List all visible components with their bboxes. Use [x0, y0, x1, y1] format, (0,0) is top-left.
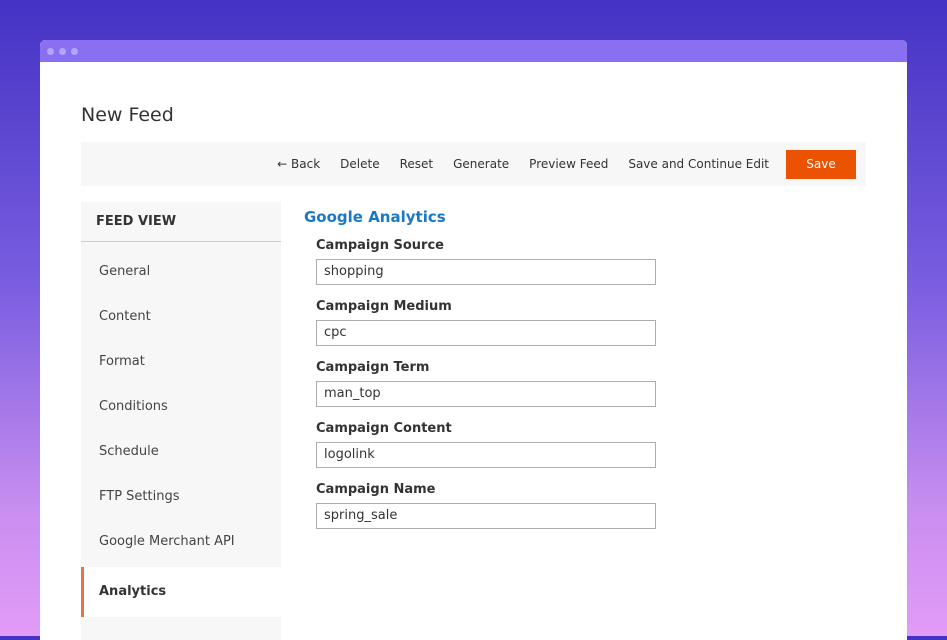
action-toolbar: ← Back Delete Reset Generate Preview Fee… [81, 142, 866, 186]
window-dot-icon [47, 47, 54, 55]
delete-button[interactable]: Delete [340, 157, 380, 171]
campaign-medium-label: Campaign Medium [316, 299, 452, 314]
generate-button[interactable]: Generate [453, 157, 510, 171]
window-titlebar [40, 40, 907, 62]
page-title: New Feed [81, 104, 174, 126]
window-dot-icon [59, 47, 66, 55]
sidebar-heading: FEED VIEW [81, 202, 281, 242]
campaign-name-label: Campaign Name [316, 482, 436, 497]
sidebar-item-general[interactable]: General [99, 264, 151, 279]
campaign-source-label: Campaign Source [316, 238, 444, 253]
analytics-form: Google Analytics Campaign Source shoppin… [304, 208, 656, 543]
sidebar-item-format[interactable]: Format [99, 354, 145, 369]
back-button[interactable]: ← Back [277, 157, 321, 171]
sidebar: FEED VIEW General Content Format Conditi… [81, 202, 281, 640]
window-dot-icon [71, 47, 78, 55]
campaign-term-input[interactable]: man_top [316, 381, 656, 407]
sidebar-item-conditions[interactable]: Conditions [99, 399, 168, 414]
save-button[interactable]: Save [786, 149, 856, 179]
sidebar-item-schedule[interactable]: Schedule [99, 444, 159, 459]
sidebar-item-ftp-settings[interactable]: FTP Settings [99, 489, 180, 504]
save-continue-button[interactable]: Save and Continue Edit [628, 157, 769, 171]
campaign-medium-input[interactable]: cpc [316, 320, 656, 346]
browser-window: New Feed ← Back Delete Reset Generate Pr… [40, 40, 907, 640]
section-title: Google Analytics [304, 208, 446, 226]
campaign-content-label: Campaign Content [316, 421, 452, 436]
campaign-content-input[interactable]: logolink [316, 442, 656, 468]
campaign-term-label: Campaign Term [316, 360, 430, 375]
sidebar-item-analytics[interactable]: Analytics [81, 567, 281, 617]
sidebar-item-content[interactable]: Content [99, 309, 151, 324]
campaign-name-input[interactable]: spring_sale [316, 503, 656, 529]
reset-button[interactable]: Reset [399, 157, 434, 171]
preview-feed-button[interactable]: Preview Feed [529, 157, 609, 171]
campaign-source-input[interactable]: shopping [316, 259, 656, 285]
sidebar-item-google-merchant-api[interactable]: Google Merchant API [99, 534, 235, 549]
